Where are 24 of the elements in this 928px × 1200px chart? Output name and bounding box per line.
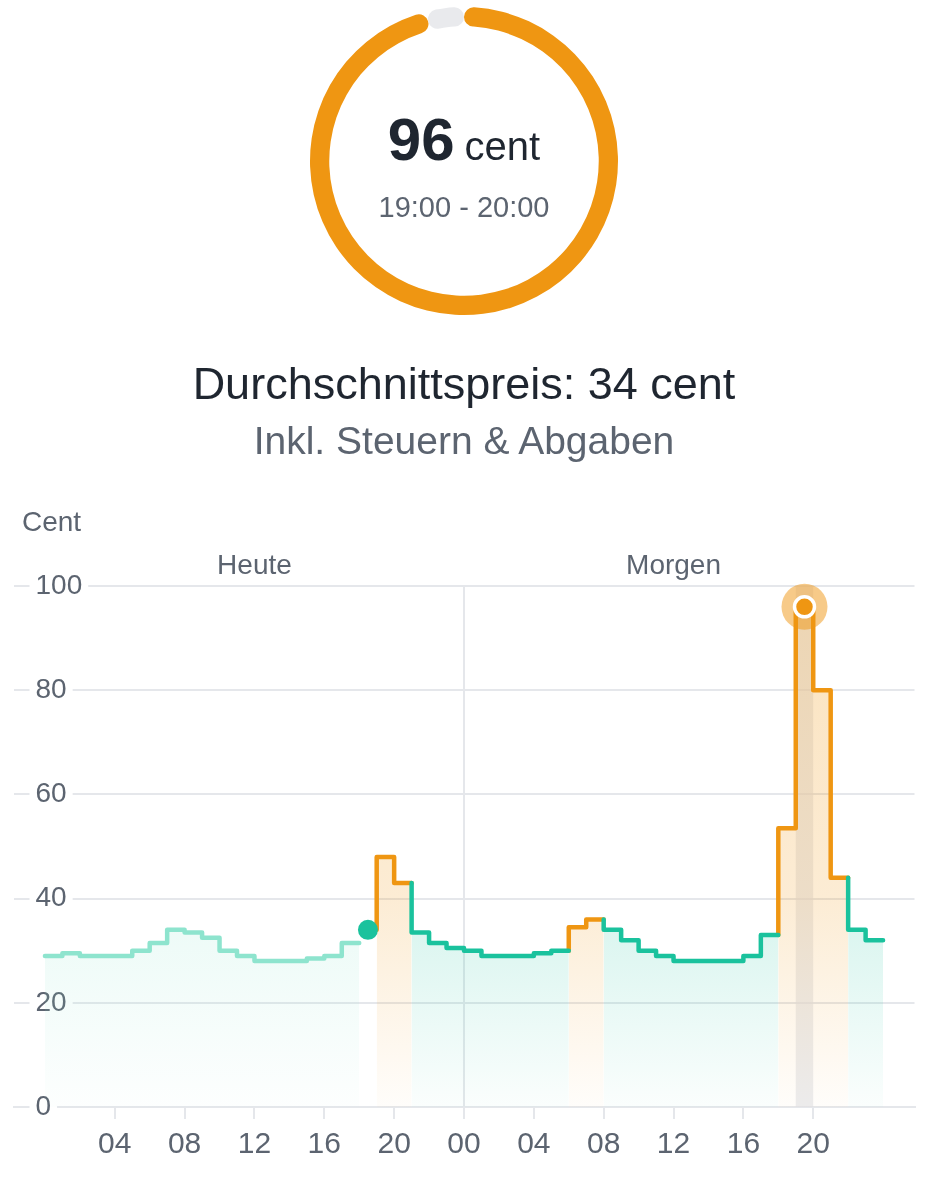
y-tick-label: 20 (35, 985, 67, 1017)
y-axis-title: Cent (22, 505, 82, 537)
x-tick-label: 16 (726, 1126, 761, 1160)
chart-title: Durchschnittspreis: 34 cent (191, 358, 737, 409)
x-tick-label: 00 (447, 1126, 481, 1160)
y-tick-label: 80 (35, 672, 67, 704)
x-tick-label: 04 (98, 1126, 132, 1160)
data-label: 96 cent (387, 106, 541, 173)
text: Morgen (626, 548, 721, 580)
text: Heute (217, 548, 292, 580)
x-tick-label: 16 (307, 1126, 341, 1160)
x-tick-label: 20 (796, 1126, 830, 1160)
x-tick-label: 04 (517, 1126, 551, 1160)
y-tick-label: 100 (35, 568, 83, 600)
y-tick-label: 60 (35, 777, 67, 809)
y-tick-label: 0 (35, 1089, 52, 1121)
x-tick-label: 12 (656, 1126, 691, 1160)
text: 19:00 - 20:00 (378, 191, 550, 223)
x-tick-label: 08 (587, 1126, 621, 1160)
x-tick-label: 20 (377, 1126, 411, 1160)
y-tick-label: 40 (35, 881, 67, 913)
x-tick-label: 08 (167, 1126, 202, 1160)
x-tick-label: 12 (237, 1126, 272, 1160)
chart-subtitle: Inkl. Steuern & Abgaben (252, 418, 676, 464)
